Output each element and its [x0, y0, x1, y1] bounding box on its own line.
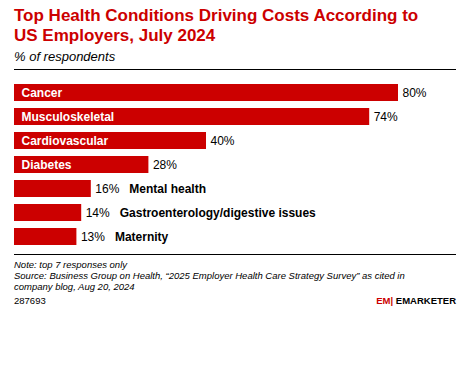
svg-text:74%: 74%	[374, 110, 398, 124]
html-text:% of respondents: % of respondents	[14, 49, 116, 64]
html-text:Note: top 7 responses only Sou: Note: top 7 responses only Source: Busin…	[14, 259, 405, 292]
svg-text:28%: 28%	[153, 158, 177, 172]
svg-text:Cancer: Cancer	[22, 86, 63, 100]
svg-text:Maternity: Maternity	[115, 230, 169, 244]
svg-text:13%: 13%	[81, 230, 105, 244]
svg-text:Diabetes: Diabetes	[22, 158, 72, 172]
html-text:EM| EMARKETER: EM| EMARKETER	[376, 295, 456, 306]
svg-text:Gastroenterology/digestive iss: Gastroenterology/digestive issues	[120, 206, 316, 220]
svg-text:14%: 14%	[86, 206, 110, 220]
svg-text:16%: 16%	[95, 182, 119, 196]
svg-text:Cardiovascular: Cardiovascular	[22, 134, 109, 148]
svg-text:Mental health: Mental health	[129, 182, 206, 196]
html-text:Top Health Conditions Driving: Top Health Conditions Driving Costs Acco…	[14, 6, 419, 45]
html-text:287693: 287693	[14, 295, 46, 306]
svg-text:80%: 80%	[403, 86, 427, 100]
svg-text:Musculoskeletal: Musculoskeletal	[22, 110, 115, 124]
svg-text:40%: 40%	[211, 134, 235, 148]
